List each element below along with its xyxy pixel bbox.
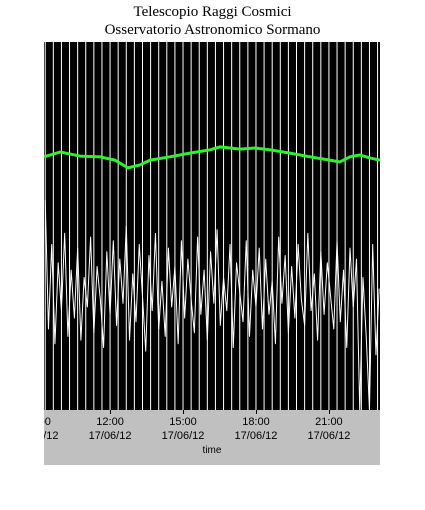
x-tick bbox=[255, 410, 257, 414]
plot-background bbox=[44, 42, 380, 410]
x-tick-label: 09:00 17/06/12 bbox=[44, 416, 59, 442]
x-tick bbox=[110, 410, 112, 414]
series-line bbox=[44, 200, 380, 410]
x-tick-label: 18:00 17/06/12 bbox=[234, 416, 278, 442]
chart-title: Telescopio Raggi Cosmici bbox=[133, 4, 292, 20]
x-axis-label: time bbox=[202, 445, 222, 456]
series-line bbox=[44, 145, 380, 170]
x-tick-label: 15:00 17/06/12 bbox=[161, 416, 205, 442]
x-tick bbox=[328, 410, 330, 414]
x-axis: time 09:00 17/06/12 12:00 17/06/12 15:00 1… bbox=[44, 410, 380, 465]
plot-area bbox=[44, 42, 380, 410]
x-tick bbox=[183, 410, 185, 414]
chart-subtitle: Osservatorio Astronomico Sormano bbox=[104, 22, 321, 38]
x-tick-label: 12:00 17/06/12 bbox=[88, 416, 132, 442]
x-tick-label: 21:00 17/06/12 bbox=[307, 416, 351, 442]
